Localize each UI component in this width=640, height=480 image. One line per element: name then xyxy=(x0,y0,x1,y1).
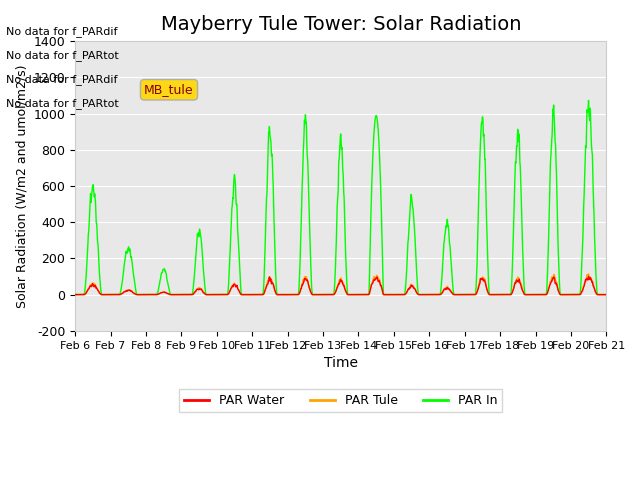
Text: MB_tule: MB_tule xyxy=(144,83,194,96)
Text: No data for f_PARtot: No data for f_PARtot xyxy=(6,49,119,60)
Text: No data for f_PARtot: No data for f_PARtot xyxy=(6,97,119,108)
Text: No data for f_PARdif: No data for f_PARdif xyxy=(6,25,118,36)
X-axis label: Time: Time xyxy=(324,356,358,370)
Legend: PAR Water, PAR Tule, PAR In: PAR Water, PAR Tule, PAR In xyxy=(179,389,502,412)
Text: No data for f_PARdif: No data for f_PARdif xyxy=(6,73,118,84)
Y-axis label: Solar Radiation (W/m2 and umol/m2/s): Solar Radiation (W/m2 and umol/m2/s) xyxy=(15,64,28,308)
Title: Mayberry Tule Tower: Solar Radiation: Mayberry Tule Tower: Solar Radiation xyxy=(161,15,521,34)
